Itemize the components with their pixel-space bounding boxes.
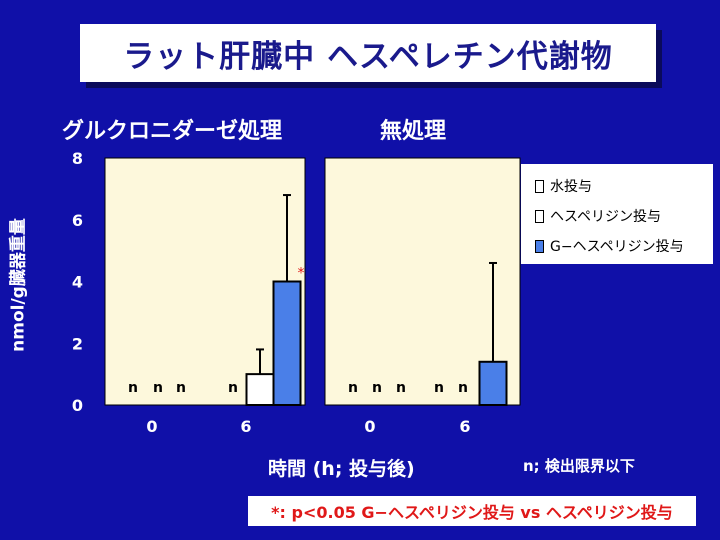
legend-item-g-hesperidin: G−ヘスペリジン投与 (535, 236, 684, 256)
x-tick-label: 6 (459, 417, 470, 436)
significance-note: *: p<0.05 G−ヘスペリジン投与 vs ヘスペリジン投与 (248, 496, 696, 526)
significance-marker: * (298, 266, 305, 282)
y-tick-label: 6 (72, 211, 83, 230)
legend-item-water: 水投与 (535, 176, 592, 196)
x-axis-title: 時間 (h; 投与後) (268, 458, 415, 480)
below-detection-label: n (458, 380, 468, 396)
legend-swatch-water (535, 179, 544, 193)
plot-background-0 (104, 157, 306, 406)
bar (478, 360, 508, 406)
y-tick-label: 4 (72, 273, 83, 292)
panel-label-glucuronidase: グルクロニダーゼ処理 (62, 119, 283, 144)
below-detection-label: n (434, 380, 444, 396)
title-box: ラット肝臓中 ヘスペレチン代謝物 (80, 24, 656, 82)
bar (272, 280, 302, 406)
y-tick-label: 2 (72, 334, 83, 353)
legend-item-hesperidin: ヘスペリジン投与 (535, 206, 661, 226)
below-detection-label: n (153, 380, 163, 396)
panel-label-untreated: 無処理 (380, 119, 447, 144)
x-tick-label: 6 (240, 417, 251, 436)
x-tick-label: 0 (146, 417, 157, 436)
bar (245, 373, 275, 406)
y-tick-label: 8 (72, 149, 83, 168)
below-detection-label: n (228, 380, 238, 396)
below-detection-label: n (396, 380, 406, 396)
below-detection-label: n (348, 380, 358, 396)
detection-limit-note: n; 検出限界以下 (523, 457, 635, 475)
legend-swatch-g-hesperidin (535, 239, 544, 253)
legend-swatch-hesperidin (535, 209, 544, 223)
below-detection-label: n (176, 380, 186, 396)
below-detection-label: n (128, 380, 138, 396)
legend-label-hesperidin: ヘスペリジン投与 (550, 209, 662, 225)
page-title: ラット肝臓中 ヘスペレチン代謝物 (123, 38, 613, 75)
legend-label-water: 水投与 (550, 179, 592, 195)
x-tick-label: 0 (364, 417, 375, 436)
below-detection-label: n (372, 380, 382, 396)
y-tick-label: 0 (72, 396, 83, 415)
legend-label-g-hesperidin: G−ヘスペリジン投与 (550, 239, 684, 255)
legend: 水投与 ヘスペリジン投与 G−ヘスペリジン投与 (521, 164, 713, 264)
